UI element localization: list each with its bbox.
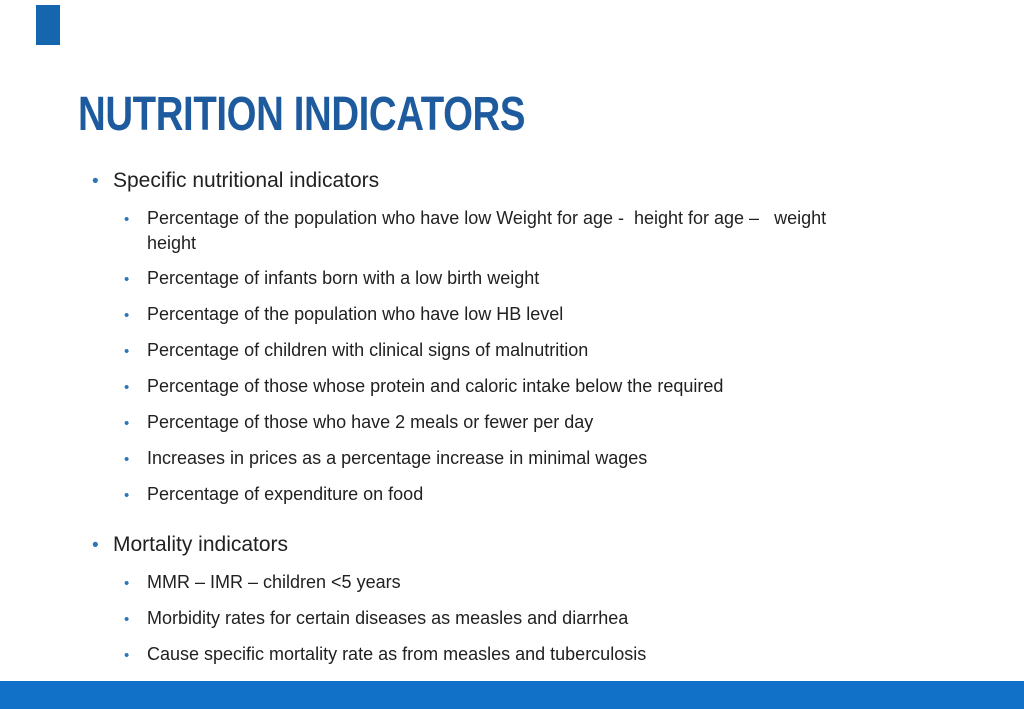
list-item-text: Morbidity rates for certain diseases as … <box>147 608 629 628</box>
list-item-text: Percentage of the population who have lo… <box>147 304 564 324</box>
bullet-icon: • <box>92 171 99 192</box>
top-left-accent-rectangle <box>36 5 60 45</box>
bullet-icon: • <box>124 211 130 228</box>
slide-title: NUTRITION INDICATORS <box>78 88 526 142</box>
list-item-text: Percentage of infants born with a low bi… <box>147 268 540 288</box>
list-item: • MMR – IMR – children <5 years <box>124 570 952 596</box>
bullet-icon: • <box>124 307 130 324</box>
list-item: • Percentage of those whose protein and … <box>124 374 952 400</box>
list-item: • Cause specific mortality rate as from … <box>124 642 952 668</box>
list-item-text: Increases in prices as a percentage incr… <box>147 448 648 468</box>
list-item-text: Cause specific mortality rate as from me… <box>147 644 647 664</box>
list-item-text: Percentage of those whose protein and ca… <box>147 376 724 396</box>
bullet-icon: • <box>124 271 130 288</box>
bottom-accent-bar <box>0 681 1024 709</box>
list-item-text: Percentage of those who have 2 meals or … <box>147 412 594 432</box>
list-item: • Increases in prices as a percentage in… <box>124 446 952 472</box>
list-item-text: Percentage of children with clinical sig… <box>147 340 589 360</box>
list-item: • Percentage of the population who have … <box>124 302 952 328</box>
bullet-icon: • <box>124 487 130 504</box>
bullet-icon: • <box>124 575 130 592</box>
list-item-text: Percentage of expenditure on food <box>147 484 424 504</box>
section-heading-specific-nutritional: • Specific nutritional indicators <box>92 167 952 195</box>
section-heading-mortality: • Mortality indicators <box>92 531 952 559</box>
list-item-text: MMR – IMR – children <5 years <box>147 572 401 592</box>
list-item: • Percentage of infants born with a low … <box>124 266 952 292</box>
section-heading-label: Mortality indicators <box>113 533 289 556</box>
bullet-icon: • <box>92 535 99 556</box>
list-item: • Percentage of children with clinical s… <box>124 338 952 364</box>
list-item: • Percentage of the population who have … <box>124 206 952 256</box>
list-item: • Percentage of those who have 2 meals o… <box>124 410 952 436</box>
list-item-text: Percentage of the population who have lo… <box>147 208 827 253</box>
bullet-icon: • <box>124 611 130 628</box>
section-mortality: • Mortality indicators • MMR – IMR – chi… <box>92 531 952 668</box>
bullet-icon: • <box>124 451 130 468</box>
section-heading-label: Specific nutritional indicators <box>113 169 380 192</box>
bullet-icon: • <box>124 415 130 432</box>
bullet-icon: • <box>124 379 130 396</box>
bullet-icon: • <box>124 647 130 664</box>
bullet-icon: • <box>124 343 130 360</box>
slide-body: • Specific nutritional indicators • Perc… <box>92 167 952 678</box>
list-item: • Percentage of expenditure on food <box>124 482 952 508</box>
list-item: • Morbidity rates for certain diseases a… <box>124 606 952 632</box>
